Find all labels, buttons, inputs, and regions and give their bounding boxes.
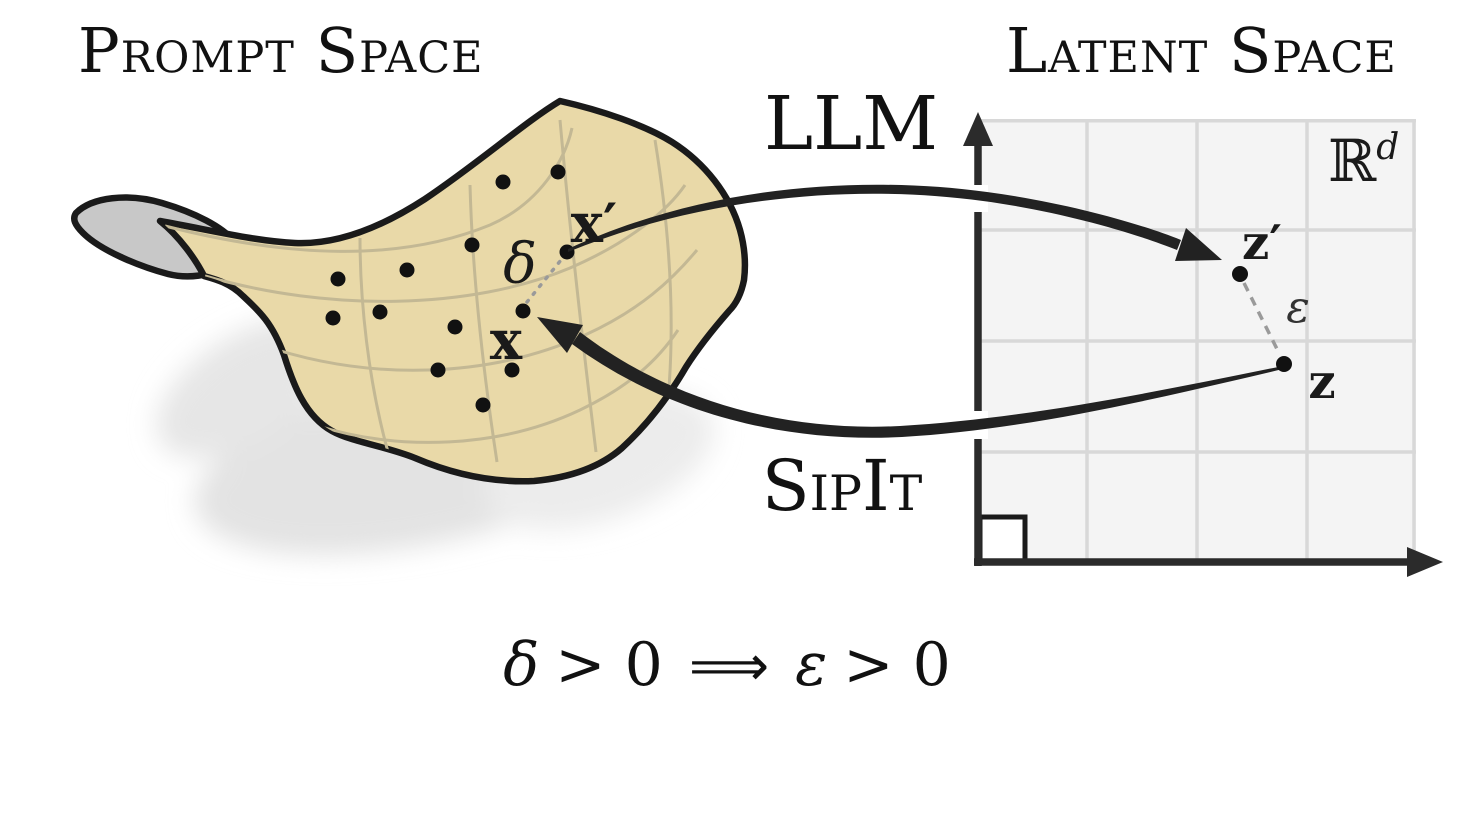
set-symbol: ℝ — [1328, 127, 1377, 195]
formula-right-relation: > 0 — [843, 630, 951, 700]
r-d-space-label: ℝd — [1328, 127, 1400, 191]
latent-space-title: Latent Space — [1006, 14, 1397, 87]
formula-delta: δ — [503, 630, 540, 700]
z-label: z — [1308, 354, 1336, 410]
llm-arrow — [568, 184, 1222, 261]
z-prime-label: z′ — [1242, 215, 1282, 271]
latent-grid-lines — [978, 119, 1416, 562]
formula-epsilon: ε — [795, 630, 828, 700]
prompt-sample-dots — [325, 164, 575, 413]
latent-grid — [978, 119, 1416, 562]
y-axis-arrowhead — [963, 112, 993, 146]
z-dot — [1276, 356, 1292, 372]
right-angle-marker — [977, 514, 1028, 565]
manifold-surface — [156, 97, 749, 485]
x-prime-label: x′ — [570, 191, 618, 255]
sipit-map-label: SipIt — [761, 445, 923, 527]
epsilon-label: ε — [1286, 282, 1310, 333]
implication-formula: δ > 0 ⟹ ε > 0 — [503, 630, 951, 700]
llm-map-label: LLM — [763, 81, 939, 167]
x-dot — [515, 303, 531, 319]
x-label: x — [489, 308, 523, 372]
formula-left-relation: > 0 — [555, 630, 663, 700]
delta-dashed-line — [525, 258, 563, 304]
sipit-arrowhead — [537, 317, 583, 353]
implies-arrow: ⟹ — [688, 634, 770, 699]
llm-arrowhead — [1175, 228, 1222, 261]
epsilon-dashed-line — [1242, 282, 1281, 354]
x-axis-arrowhead — [1407, 547, 1443, 577]
delta-label: δ — [503, 232, 537, 297]
set-dimension: d — [1376, 127, 1400, 168]
sipit-arrow — [537, 317, 1283, 438]
z-prime-dot — [1232, 266, 1248, 282]
prompt-space-title: Prompt Space — [78, 14, 484, 87]
